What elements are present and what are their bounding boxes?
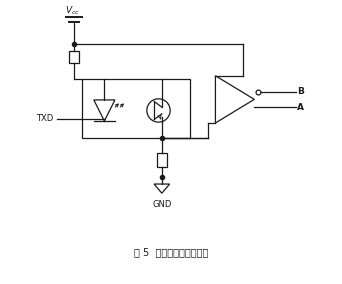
Text: 图 5  驱动器自动切换逻辑: 图 5 驱动器自动切换逻辑 [134, 247, 208, 257]
Text: A: A [297, 103, 304, 112]
Bar [82, 79, 190, 138]
Bar [157, 153, 167, 167]
Text: GND: GND [152, 200, 172, 209]
Text: $\mathregular{V_{cc}}$: $\mathregular{V_{cc}}$ [65, 4, 80, 17]
Bar [69, 51, 79, 63]
Text: B: B [297, 87, 304, 96]
Text: TXD: TXD [36, 114, 54, 123]
